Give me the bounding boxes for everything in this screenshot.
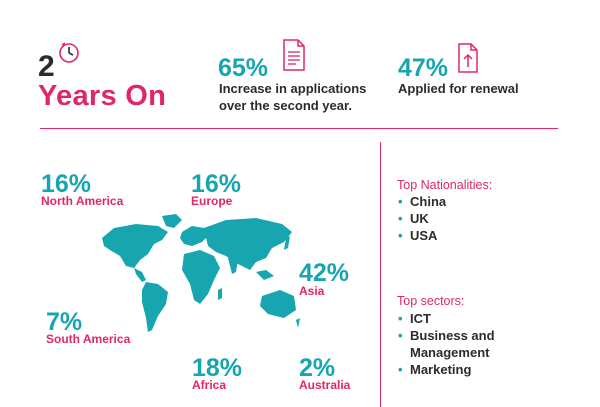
north-america-label: North America: [41, 194, 124, 208]
applications-increase-value: 65%: [218, 54, 269, 82]
clock-icon: [59, 42, 79, 63]
list-item: Management: [410, 345, 490, 360]
list-item: ICT: [398, 310, 495, 327]
upload-document-icon: [458, 43, 478, 73]
asia-pct: 42%: [299, 259, 350, 287]
nationalities-title: Top Nationalities:: [397, 178, 493, 192]
europe-label: Europe: [191, 194, 233, 208]
list-item: USA: [398, 227, 446, 244]
list-item: UK: [398, 210, 446, 227]
africa-pct: 18%: [192, 354, 243, 382]
world-map-icon: [102, 214, 300, 332]
south-america-pct: 7%: [46, 308, 83, 336]
south-america-label: South America: [46, 332, 131, 346]
asia-label: Asia: [299, 284, 325, 298]
list-item: China: [398, 193, 446, 210]
list-item: Marketing: [398, 361, 495, 378]
page-title: Years On: [38, 80, 167, 112]
europe-pct: 16%: [191, 170, 242, 198]
stat-text-line-2: over the second year.: [219, 98, 352, 113]
stat-text-line-1: Increase in applications: [219, 81, 367, 96]
africa-label: Africa: [192, 378, 227, 392]
divider-horizontal: [40, 128, 558, 129]
divider-vertical: [380, 142, 381, 407]
north-america-pct: 16%: [41, 170, 92, 198]
sectors-list: ICT Business and Management Marketing: [398, 310, 495, 378]
australia-pct: 2%: [299, 354, 336, 382]
list-item: Business and: [398, 327, 495, 344]
document-icon: [283, 39, 305, 71]
renewal-value: 47%: [398, 54, 449, 82]
years-number: 2: [38, 50, 55, 83]
nationalities-list: China UK USA: [398, 193, 446, 244]
australia-label: Australia: [299, 378, 351, 392]
renewal-text: Applied for renewal: [398, 81, 519, 96]
applications-increase-text: Increase in applications over the second…: [219, 80, 366, 114]
sectors-title: Top sectors:: [397, 294, 465, 308]
